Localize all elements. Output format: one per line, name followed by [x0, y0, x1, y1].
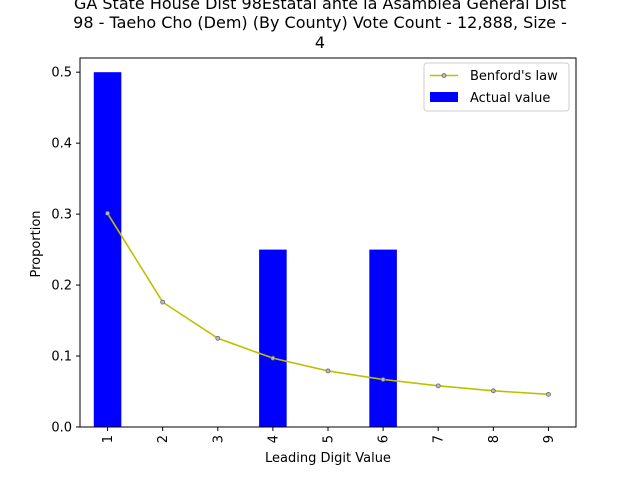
x-tick-label: 7 [432, 435, 447, 443]
x-axis: 1 2 3 4 5 6 7 8 9 [101, 427, 557, 443]
legend: Benford's law Actual value [424, 63, 569, 111]
x-tick-label: 2 [156, 435, 171, 443]
bar-digit-4 [259, 250, 287, 427]
benford-point-3 [216, 336, 220, 340]
x-tick-label: 5 [322, 435, 337, 443]
x-tick-label: 1 [101, 435, 116, 443]
benford-point-4 [271, 356, 275, 360]
y-tick-label: 0.3 [51, 208, 72, 223]
benford-point-6 [381, 377, 385, 381]
y-axis-label: Proportion [29, 210, 44, 277]
benford-point-2 [161, 300, 165, 304]
legend-actual-label: Actual value [470, 91, 550, 106]
legend-benford-marker-icon [442, 74, 446, 78]
y-tick-label: 0.4 [51, 137, 72, 152]
legend-actual-swatch-icon [430, 92, 458, 102]
x-tick-label: 6 [377, 435, 392, 443]
x-tick-label: 4 [266, 435, 281, 443]
benford-point-9 [546, 392, 550, 396]
benford-line-group [106, 211, 551, 396]
x-tick-label: 9 [542, 435, 557, 443]
y-tick-label: 0.1 [51, 350, 72, 365]
legend-benford-label: Benford's law [470, 69, 558, 84]
x-tick-label: 3 [211, 435, 226, 443]
y-tick-label: 0.0 [51, 421, 72, 436]
benford-point-1 [106, 211, 110, 215]
y-axis: 0.0 0.1 0.2 0.3 0.4 0.5 [51, 66, 80, 436]
y-tick-label: 0.2 [51, 279, 72, 294]
x-axis-label: Leading Digit Value [265, 451, 391, 466]
benford-point-7 [436, 384, 440, 388]
benford-point-5 [326, 369, 330, 373]
benford-line [108, 213, 549, 394]
benford-point-8 [491, 389, 495, 393]
bar-digit-6 [369, 250, 397, 427]
x-tick-label: 8 [487, 435, 502, 443]
y-tick-label: 0.5 [51, 66, 72, 81]
bar-digit-1 [94, 72, 122, 427]
